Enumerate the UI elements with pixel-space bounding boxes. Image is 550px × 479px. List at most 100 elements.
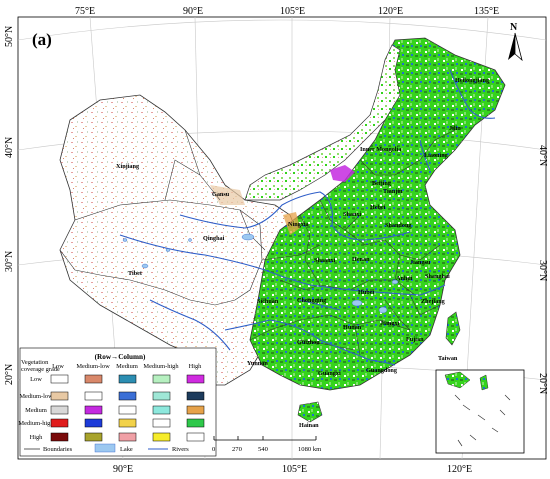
legend-swatch	[84, 418, 103, 428]
legend-swatch	[152, 418, 171, 428]
province-label: Qinghai	[203, 235, 225, 242]
grid-label-right-40n: 40°N	[537, 145, 548, 166]
legend-swatch	[186, 391, 205, 401]
panel-label: (a)	[32, 30, 52, 49]
province-label: Taiwan	[438, 355, 458, 362]
grid-label-left-20n: 20°N	[4, 364, 15, 385]
hainan-island	[297, 401, 323, 423]
province-label: Tibet	[128, 270, 143, 277]
legend-column-label: Low	[52, 363, 64, 370]
province-labels: Heilongjiang Jilin Liaoning Inner Mongol…	[116, 77, 490, 429]
legend-rows: Low Medium-low Medium Medium-high High	[18, 376, 54, 441]
legend-cells	[50, 374, 205, 442]
province-label: Shandong	[385, 222, 412, 229]
rivers	[119, 69, 496, 366]
legend-item-boundaries: Boundaries	[43, 446, 73, 453]
grid-label-bottom-90e: 90°E	[113, 464, 133, 475]
province-label: Chongqing	[297, 297, 327, 304]
province-label: Fujian	[406, 336, 424, 343]
grid-label-top-135e: 135°E	[474, 6, 499, 17]
legend-swatch	[84, 432, 103, 442]
province-label: Anhui	[396, 275, 413, 282]
legend-column-label: Medium-high	[143, 363, 179, 370]
province-label: Xinjiang	[116, 163, 140, 170]
legend-swatch	[50, 432, 69, 442]
legend-swatch	[186, 432, 205, 442]
legend-swatch	[152, 405, 171, 415]
grid-label-top-75e: 75°E	[75, 6, 95, 17]
legend-columns: Low Medium-low Medium Medium-high High	[52, 363, 202, 370]
grid-label-top-90e: 90°E	[183, 6, 203, 17]
province-label: Liaoning	[424, 152, 449, 159]
legend-swatch	[186, 418, 205, 428]
grid-label-bottom-120e: 120°E	[447, 464, 472, 475]
legend-column-label: Medium	[116, 363, 138, 370]
scale-tick-270: 270	[232, 446, 243, 453]
legend-swatch	[118, 418, 137, 428]
north-arrow-icon	[508, 33, 515, 60]
legend-swatch	[50, 391, 69, 401]
province-label: Inner Mongolia	[360, 146, 401, 153]
province-label: Guangxi	[318, 370, 341, 377]
legend-swatch	[50, 418, 69, 428]
legend-row-label: Medium	[25, 407, 47, 414]
legend-title: (Row→Column)	[95, 353, 146, 361]
legend-swatch	[50, 374, 69, 384]
province-label: Zhejiang	[421, 298, 446, 305]
legend-swatch	[118, 405, 137, 415]
province-label: Shaanxi	[314, 257, 336, 264]
grid-label-left-40n: 40°N	[4, 137, 15, 158]
legend-swatch	[152, 391, 171, 401]
province-label: Jilin	[449, 125, 461, 132]
china-landmass	[59, 37, 506, 391]
legend-swatch	[84, 405, 103, 415]
province-label: Hainan	[299, 422, 319, 429]
legend-swatch	[84, 374, 103, 384]
legend-corner-label-line2: coverage grade	[21, 366, 60, 373]
grid-label-left-30n: 30°N	[4, 251, 15, 272]
grid-label-left-50n: 50°N	[4, 26, 15, 47]
legend-row-label: Medium-high	[18, 420, 54, 427]
legend-item-rivers: Rivers	[172, 446, 189, 453]
north-label: N	[510, 22, 518, 33]
legend-column-label: Medium-low	[76, 363, 110, 370]
legend: (Row→Column) Vegetation coverage grade L…	[18, 347, 217, 457]
province-label: Guizhou	[297, 339, 320, 346]
scale-tick-1080: 1080 km	[298, 446, 322, 453]
grid-label-right-20n: 20°N	[537, 373, 548, 394]
lakes	[122, 233, 399, 314]
province-label: Beijing	[372, 180, 392, 187]
province-label: Hunan	[343, 324, 362, 331]
grid-label-top-105e: 105°E	[280, 6, 305, 17]
legend-swatch	[152, 374, 171, 384]
legend-swatch	[118, 432, 137, 442]
legend-row-label: Low	[30, 376, 42, 383]
grid-label-bottom-105e: 105°E	[282, 464, 307, 475]
legend-swatch	[186, 374, 205, 384]
province-label: Shanxi	[343, 211, 362, 218]
legend-swatch	[152, 432, 171, 442]
province-label: Ningxia	[288, 221, 309, 228]
scale-tick-0: 0	[212, 446, 216, 453]
province-label: Sichuan	[257, 298, 279, 305]
north-arrow: N	[508, 22, 523, 62]
legend-item-lake: Lake	[120, 446, 133, 453]
legend-row-label: Medium-low	[19, 393, 53, 400]
legend-row-label: High	[30, 434, 44, 441]
legend-swatch	[84, 391, 103, 401]
taiwan-island	[445, 311, 461, 346]
province-label: Shanghai	[425, 273, 450, 280]
province-label: Guangdong	[366, 367, 398, 374]
legend-corner-label-line1: Vegetation	[21, 359, 49, 366]
grid-label-right-30n: 30°N	[537, 260, 548, 281]
legend-swatch	[118, 391, 137, 401]
province-label: Henan	[352, 256, 370, 263]
legend-swatch	[118, 374, 137, 384]
province-label: Hubei	[358, 289, 374, 296]
scale-bar: 0 270 540 1080 km	[212, 436, 322, 453]
scale-tick-540: 540	[258, 446, 269, 453]
province-label: Hebei	[370, 204, 386, 211]
province-label: Yunnan	[247, 360, 268, 367]
